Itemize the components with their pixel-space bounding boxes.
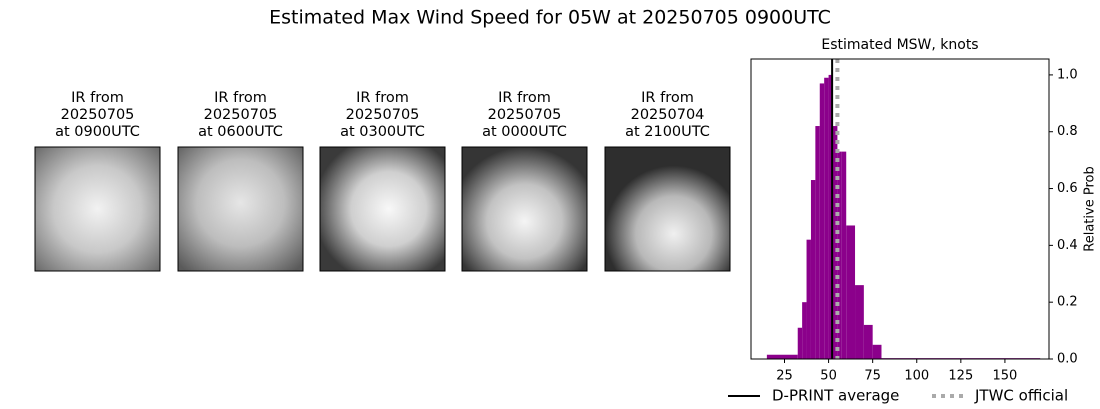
bar	[872, 344, 882, 359]
legend-label: JTWC official	[974, 387, 1068, 405]
panel-caption: IR from	[71, 90, 124, 106]
bar	[863, 324, 873, 359]
bar	[828, 74, 833, 359]
panel-caption: IR from	[356, 90, 409, 106]
panel-caption: at 2100UTC	[625, 124, 710, 140]
bar	[819, 83, 825, 359]
y-tick-label: 1.0	[1057, 67, 1078, 82]
bar	[855, 285, 864, 359]
bar	[824, 77, 829, 359]
bar	[832, 126, 838, 359]
bar	[766, 354, 798, 359]
panel-caption: 20250705	[61, 107, 135, 123]
figure-title: Estimated Max Wind Speed for 05W at 2025…	[269, 7, 831, 29]
bar	[802, 302, 807, 359]
satellite-image	[319, 146, 446, 272]
satellite-image	[461, 146, 588, 272]
panel-caption: IR from	[641, 90, 694, 106]
x-tick-label: 100	[904, 369, 929, 384]
legend-label: D-PRINT average	[772, 387, 899, 405]
bar	[815, 126, 820, 359]
y-tick-label: 0.2	[1057, 295, 1078, 310]
panel-caption: IR from	[214, 90, 267, 106]
panel-caption: 20250705	[346, 107, 420, 123]
panel-caption: 20250704	[631, 107, 705, 123]
panel-caption: at 0600UTC	[198, 124, 283, 140]
satellite-image	[177, 146, 304, 272]
bar	[810, 180, 816, 359]
bar	[841, 151, 847, 359]
y-axis-label: Relative Prob	[1083, 166, 1098, 251]
x-tick-label: 25	[776, 369, 793, 384]
panel-caption: at 0900UTC	[55, 124, 140, 140]
x-tick-label: 50	[820, 369, 837, 384]
plot-area: 25 50 75 100 125 150 0.0 0.2 0.4 0.6 0.8 1.0	[750, 58, 1078, 384]
panel-caption: 20250705	[488, 107, 562, 123]
bar	[846, 225, 856, 359]
panel-caption: at 0000UTC	[482, 124, 567, 140]
panel-caption: 20250705	[204, 107, 278, 123]
x-tick-label: 150	[993, 369, 1018, 384]
y-tick-label: 0.0	[1057, 352, 1078, 367]
chart-title: Estimated MSW, knots	[821, 37, 978, 53]
bar	[837, 151, 842, 359]
y-tick-label: 0.4	[1057, 238, 1078, 253]
x-tick-label: 125	[948, 369, 973, 384]
satellite-image	[34, 146, 161, 272]
panel-caption: IR from	[498, 90, 551, 106]
satellite-image	[604, 146, 731, 272]
bar	[797, 327, 803, 359]
y-tick-label: 0.6	[1057, 181, 1078, 196]
panel-caption: at 0300UTC	[340, 124, 425, 140]
axes-frame	[750, 58, 1050, 360]
y-tick-label: 0.8	[1057, 124, 1078, 139]
x-tick-label: 75	[864, 369, 881, 384]
bar	[806, 239, 811, 359]
